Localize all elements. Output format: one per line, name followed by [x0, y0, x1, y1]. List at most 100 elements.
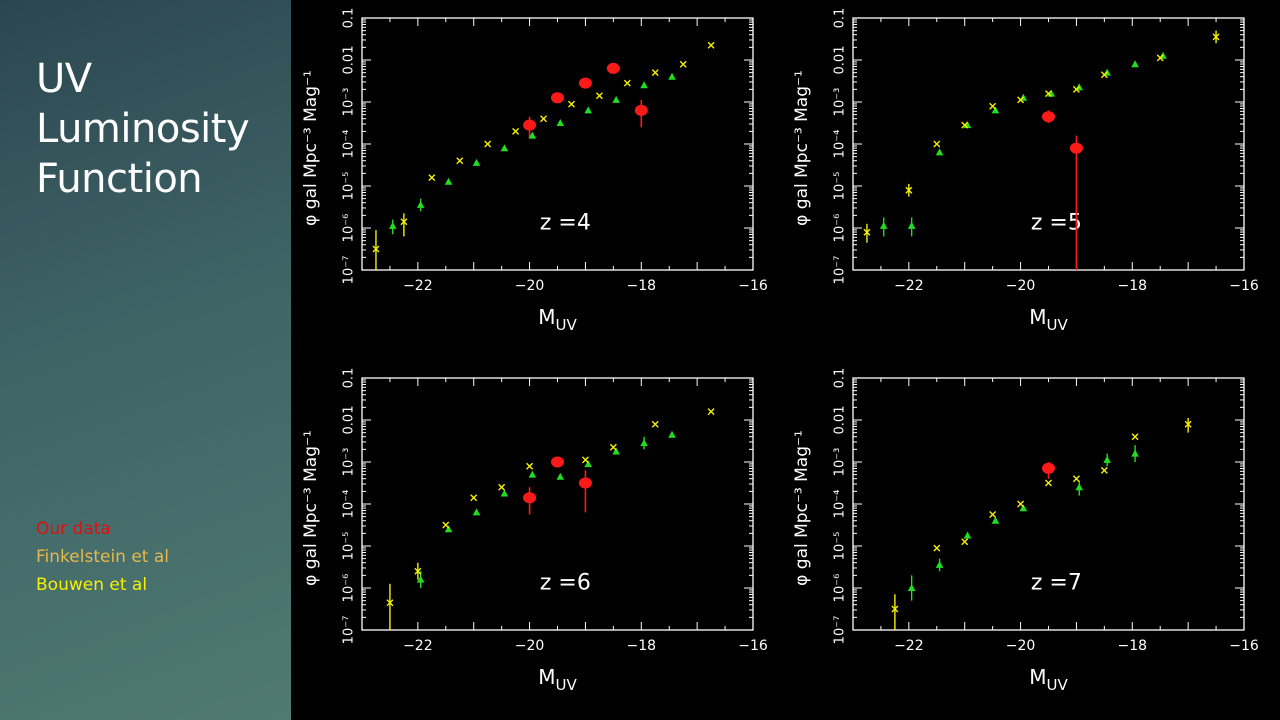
x-tick-label: −16: [1229, 278, 1259, 294]
y-tick-label: 10⁻⁵: [833, 172, 848, 201]
y-tick-label: 10⁻⁷: [833, 616, 848, 645]
x-tick-label: −22: [403, 638, 433, 654]
x-axis-label: MUV: [538, 305, 577, 334]
chart-panel-4: −22 −20 −18 −16 10⁻⁷ 10⁻⁶ 10⁻⁵ 10⁻⁴ 10⁻³ 0.01 0.1 φ…: [792, 368, 1259, 694]
data-point-bouwens-triangle: [907, 584, 916, 591]
data-point-cross: [428, 174, 436, 182]
data-point-cross: [386, 599, 394, 607]
data-point-cross: [1072, 475, 1080, 483]
x-tick-label: −18: [627, 278, 657, 294]
data-point-cross: [595, 92, 603, 100]
data-point-bouwens-triangle: [991, 516, 1000, 524]
data-point-cross: [1184, 420, 1192, 428]
data-point-bouwens-triangle: [935, 148, 944, 156]
chart-panel-1: −22 −20 −18 −16 10⁻⁷ 10⁻⁶ 10⁻⁵ 10⁻⁴ 10⁻³ 0.01 0.1 φ…: [301, 8, 768, 334]
data-point-bouwens-triangle: [1131, 60, 1139, 68]
x-tick-label: −20: [515, 638, 545, 654]
data-point-bouwens-triangle: [1075, 483, 1084, 491]
y-tick-label: 10⁻⁵: [342, 172, 357, 201]
data-point-bouwens-triangle: [907, 221, 916, 229]
data-point-our-data: [1069, 142, 1083, 154]
y-tick-label: 10⁻⁷: [342, 616, 357, 645]
x-tick-label: −16: [1229, 638, 1259, 654]
data-point-bouwens-triangle: [991, 106, 1000, 114]
data-point-cross: [609, 443, 617, 451]
title-line: Function: [36, 156, 203, 202]
data-point-bouwens-triangle: [935, 560, 944, 568]
data-point-bouwens-triangle: [879, 221, 888, 229]
x-tick-label: −20: [1006, 278, 1036, 294]
data-point-cross: [581, 456, 589, 464]
data-point-bouwens-triangle: [668, 72, 676, 80]
data-point-cross: [470, 494, 478, 502]
data-point-bouwens-triangle: [472, 158, 481, 166]
y-axis-label: φ gal Mpc⁻³ Mag⁻¹: [301, 70, 321, 226]
data-point-cross: [961, 121, 969, 129]
data-point-our-data: [634, 104, 648, 116]
x-tick-label: −22: [403, 278, 433, 294]
data-point-bouwens-triangle: [528, 131, 537, 139]
plots-area: −22 −20 −18 −16 10⁻⁷ 10⁻⁶ 10⁻⁵ 10⁻⁴ 10⁻³ 0.01 0.1 φ…: [291, 0, 1280, 720]
title-line: Luminosity: [36, 106, 250, 152]
data-point-cross: [1045, 90, 1052, 98]
data-point-cross: [1212, 33, 1220, 41]
data-point-cross: [372, 245, 380, 253]
y-tick-label: 0.1: [342, 368, 357, 389]
data-point-cross: [651, 69, 659, 77]
data-point-cross: [442, 521, 450, 529]
y-tick-label: 0.01: [342, 406, 357, 435]
data-point-our-data: [551, 92, 564, 104]
x-tick-label: −22: [894, 638, 924, 654]
data-point-cross: [679, 60, 687, 68]
data-point-our-data: [578, 477, 592, 489]
data-point-bouwens-triangle: [556, 472, 565, 480]
y-tick-label: 10⁻⁶: [342, 574, 357, 603]
y-tick-label: 10⁻⁷: [342, 256, 357, 285]
data-point-bouwens-triangle: [640, 81, 648, 89]
y-tick-label: 10⁻⁴: [342, 130, 357, 159]
y-tick-label: 10⁻⁶: [833, 214, 848, 243]
x-axis-label: MUV: [538, 665, 577, 694]
x-tick-label: −20: [515, 278, 545, 294]
x-tick-label: −22: [894, 278, 924, 294]
data-point-cross: [456, 157, 464, 165]
data-point-bouwens-triangle: [640, 439, 648, 447]
data-point-cross: [707, 408, 715, 416]
y-axis-label: φ gal Mpc⁻³ Mag⁻¹: [792, 70, 812, 226]
data-point-cross: [905, 186, 913, 194]
y-tick-label: 0.01: [833, 406, 848, 435]
redshift-annotation: z =4: [540, 211, 591, 236]
data-point-cross: [863, 228, 871, 236]
legend-item-our-data: Our data: [36, 519, 111, 539]
data-point-cross: [1131, 433, 1139, 441]
data-point-cross: [989, 511, 997, 518]
y-tick-label: 10⁻³: [833, 88, 848, 117]
data-point-bouwens-triangle: [612, 95, 620, 103]
x-axis-label: MUV: [1029, 305, 1068, 334]
x-tick-label: −20: [1006, 638, 1036, 654]
y-tick-label: 10⁻⁵: [833, 532, 848, 561]
data-point-cross: [1072, 85, 1080, 93]
y-tick-label: 10⁻³: [342, 88, 357, 117]
data-point-bouwens-triangle: [556, 119, 565, 126]
data-point-cross: [1156, 54, 1164, 62]
data-point-cross: [1100, 71, 1108, 79]
x-tick-label: −18: [1118, 638, 1148, 654]
x-axis-label: MUV: [1029, 665, 1068, 694]
y-axis-label: φ gal Mpc⁻³ Mag⁻¹: [301, 430, 321, 586]
y-tick-label: 10⁻⁶: [342, 214, 357, 243]
title-line: UV: [36, 56, 92, 102]
data-point-bouwens-triangle: [1103, 455, 1111, 463]
data-point-bouwens-triangle: [612, 447, 620, 455]
data-point-our-data: [551, 456, 564, 468]
y-tick-label: 10⁻⁴: [833, 490, 848, 519]
data-point-cross: [1017, 96, 1025, 104]
data-point-cross: [623, 79, 631, 87]
data-point-our-data: [523, 492, 537, 504]
x-tick-label: −16: [738, 638, 768, 654]
luminosity-function-panels: −22 −20 −18 −16 10⁻⁷ 10⁻⁶ 10⁻⁵ 10⁻⁴ 10⁻³ 0.01 0.1 φ…: [301, 8, 1259, 694]
y-tick-label: 0.01: [833, 46, 848, 75]
y-tick-label: 10⁻⁷: [833, 256, 848, 285]
y-tick-label: 10⁻⁵: [342, 532, 357, 561]
data-point-cross: [1045, 479, 1052, 487]
